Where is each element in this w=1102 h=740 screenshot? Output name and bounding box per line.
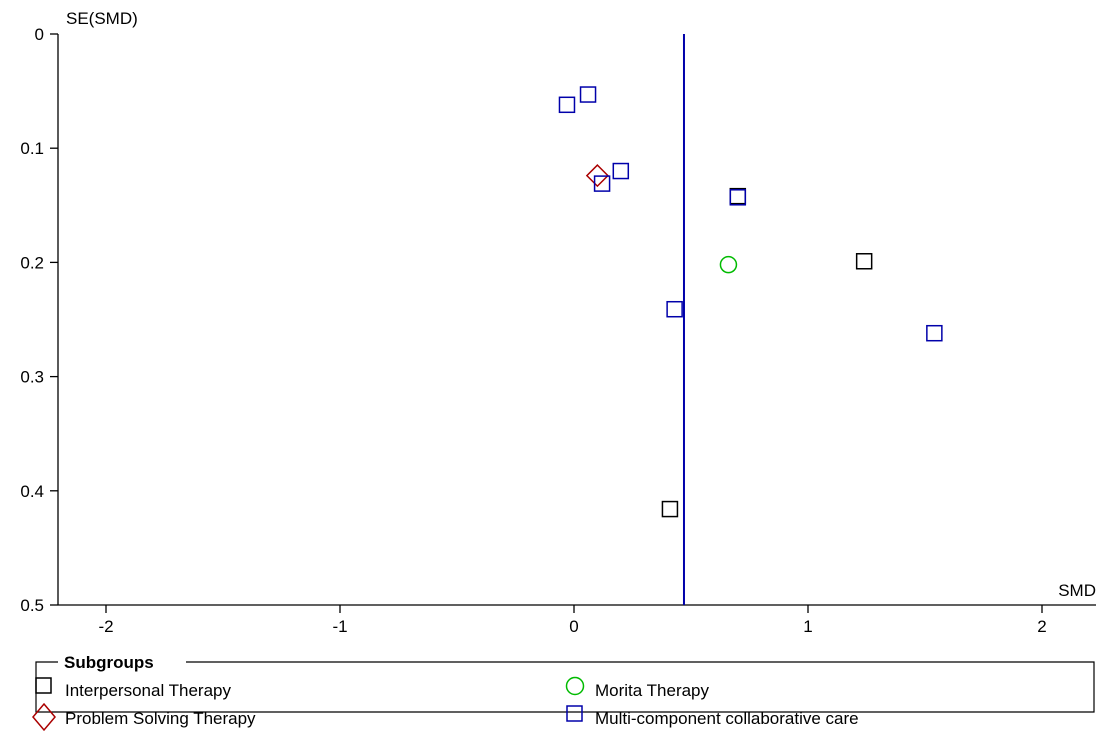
y-axis-ticks: 0 0.1 0.2 0.3 0.4 0.5	[20, 25, 58, 615]
legend-marker-morita	[565, 676, 585, 696]
legend: Subgroups Interpersonal Therapy Morita T…	[32, 653, 1095, 732]
data-point-problem-solving-therapy	[585, 164, 609, 188]
y-tick-label: 0.2	[20, 253, 44, 272]
x-axis-ticks: -2 -1 0 1 2	[98, 605, 1047, 636]
legend-title: Subgroups	[64, 653, 154, 672]
data-point-multi-component-collaborative-care	[558, 96, 576, 114]
data-point-multi-component-collaborative-care	[579, 86, 597, 103]
legend-label-morita: Morita Therapy	[595, 681, 710, 700]
legend-label-collaborative-care: Multi-component collaborative care	[595, 709, 859, 728]
data-points	[558, 86, 943, 518]
legend-marker-interpersonal	[35, 677, 52, 694]
data-point-multi-component-collaborative-care	[612, 162, 630, 180]
legend-marker-problem-solving	[32, 702, 56, 732]
data-point-multi-component-collaborative-care	[729, 189, 747, 206]
y-tick-label: 0.5	[20, 596, 44, 615]
data-point-multi-component-collaborative-care	[666, 300, 683, 318]
data-point-interpersonal-therapy	[661, 500, 679, 518]
legend-label-problem-solving: Problem Solving Therapy	[65, 709, 256, 728]
y-tick-label: 0.4	[20, 482, 44, 501]
legend-label-interpersonal: Interpersonal Therapy	[65, 681, 232, 700]
y-tick-label: 0.3	[20, 368, 44, 387]
x-tick-label: 1	[803, 617, 812, 636]
x-tick-label: -1	[332, 617, 347, 636]
y-tick-label: 0	[35, 25, 44, 44]
data-point-interpersonal-therapy	[855, 253, 873, 270]
data-point-multi-component-collaborative-care	[926, 324, 943, 342]
y-tick-label: 0.1	[20, 139, 44, 158]
x-tick-label: 0	[569, 617, 578, 636]
data-point-interpersonal-therapy	[729, 187, 747, 205]
data-point-morita-therapy	[719, 255, 738, 274]
x-axis-label: SMD	[1058, 581, 1096, 600]
x-tick-label: -2	[98, 617, 113, 636]
x-tick-label: 2	[1037, 617, 1046, 636]
legend-frame	[35, 661, 1095, 713]
y-axis-label: SE(SMD)	[66, 9, 138, 28]
legend-marker-collaborative-care	[566, 705, 583, 722]
data-point-multi-component-collaborative-care	[593, 175, 611, 192]
